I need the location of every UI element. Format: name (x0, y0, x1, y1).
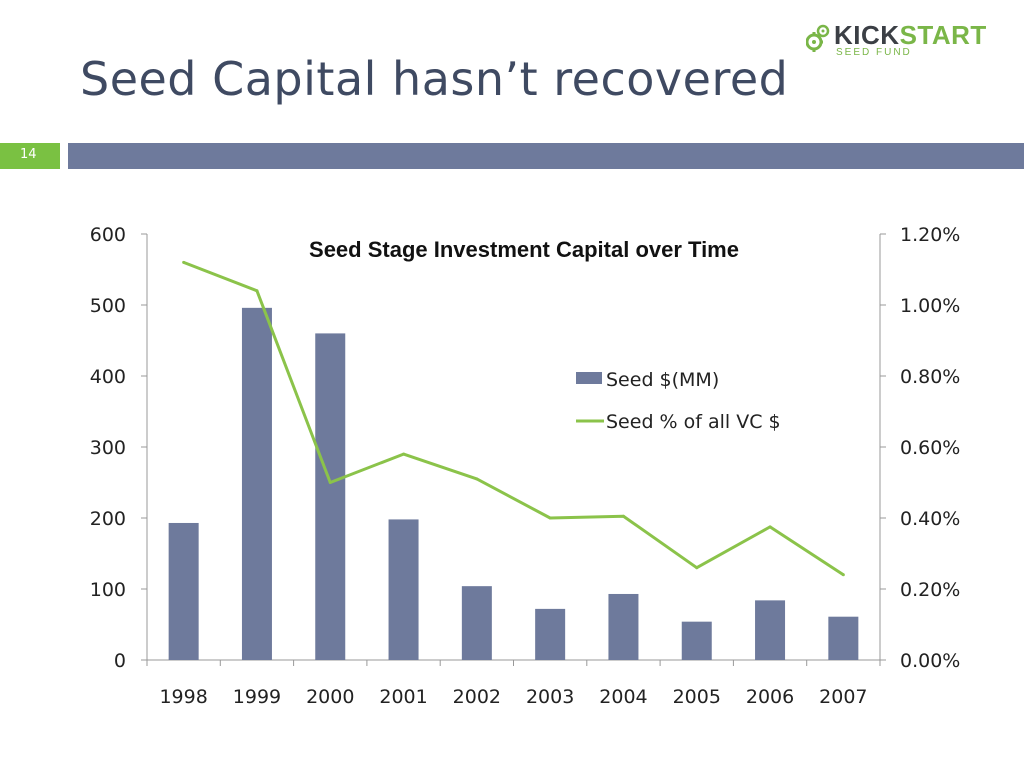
bar-series (168, 307, 859, 660)
title-divider-bar (68, 143, 1024, 169)
logo-word-start: START (899, 20, 987, 50)
x-tick-label: 2003 (526, 686, 574, 708)
slide-number: 14 (0, 143, 60, 169)
bar (828, 616, 859, 660)
line-series-path (183, 261, 845, 577)
bar (388, 519, 419, 660)
line-point (548, 516, 552, 520)
bar (608, 593, 639, 660)
line-point (695, 566, 699, 570)
kickstart-logo: KICKSTART SEED FUND (806, 20, 1006, 60)
right-tick-label: 0.20% (900, 579, 960, 601)
left-tick-label: 600 (90, 224, 126, 246)
x-tick-label: 2005 (673, 686, 721, 708)
right-tick-label: 1.00% (900, 295, 960, 317)
line-point (182, 260, 186, 264)
bar (461, 586, 492, 660)
logo-wordmark: KICKSTART (834, 20, 987, 51)
line-point (768, 525, 772, 529)
bar (681, 621, 712, 660)
legend-label-bar: Seed $(MM) (606, 369, 719, 391)
line-series (182, 260, 845, 577)
chart-legend: Seed $(MM) Seed % of all VC $ (576, 369, 781, 433)
bar (535, 608, 566, 660)
left-tick-label: 400 (90, 366, 126, 388)
right-tick-label: 1.20% (900, 224, 960, 246)
line-point (621, 514, 625, 518)
x-tick-label: 2002 (453, 686, 501, 708)
right-tick-label: 0.00% (900, 650, 960, 672)
left-tick-label: 0 (114, 650, 126, 672)
x-tick-label: 2000 (306, 686, 354, 708)
logo-tagline: SEED FUND (836, 47, 912, 58)
left-tick-label: 100 (90, 579, 126, 601)
slide-title: Seed Capital hasn’t recovered (80, 52, 789, 106)
logo-word-kick: KICK (834, 20, 900, 50)
legend-swatch-bar (576, 372, 602, 384)
tick-labels: 0 100 200 300 400 500 600 0.00% 0.20% 0.40% 0.60% 0… (90, 224, 961, 708)
legend-label-line: Seed % of all VC $ (606, 411, 781, 433)
x-tick-label: 2001 (379, 686, 427, 708)
x-tick-label: 1998 (159, 686, 207, 708)
line-point (255, 289, 259, 293)
bar (168, 522, 199, 660)
left-tick-label: 300 (90, 437, 126, 459)
chart-title: Seed Stage Investment Capital over Time (309, 237, 739, 262)
x-tick-label: 2004 (599, 686, 647, 708)
left-tick-label: 200 (90, 508, 126, 530)
x-tick-label: 2007 (819, 686, 867, 708)
line-point (841, 573, 845, 577)
x-tick-label: 2006 (746, 686, 794, 708)
bar (241, 307, 272, 660)
right-tick-label: 0.60% (900, 437, 960, 459)
right-tick-label: 0.80% (900, 366, 960, 388)
right-tick-label: 0.40% (900, 508, 960, 530)
line-point (402, 452, 406, 456)
bar (315, 333, 346, 660)
gear-icon (806, 24, 830, 52)
bar (755, 600, 786, 660)
left-tick-label: 500 (90, 295, 126, 317)
line-point (475, 477, 479, 481)
line-point (328, 481, 332, 484)
x-tick-label: 1999 (233, 686, 281, 708)
